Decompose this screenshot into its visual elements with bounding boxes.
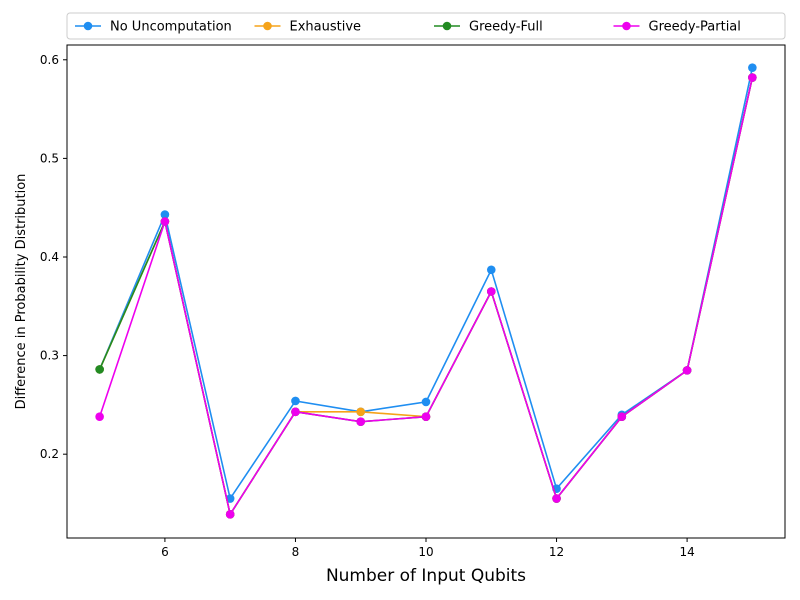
legend-item: Exhaustive [254, 20, 362, 35]
data-point [552, 494, 561, 503]
x-tick-label: 8 [292, 545, 300, 559]
data-point [95, 365, 104, 374]
legend-swatch-marker [83, 21, 93, 31]
series-no-uncomputation [95, 63, 757, 503]
legend-label: Greedy-Partial [649, 20, 741, 35]
series-line [98, 77, 754, 517]
data-point [682, 366, 692, 375]
legend-item: Greedy-Full [434, 20, 543, 35]
y-axis: 0.2 0.3 0.4 0.5 0.6 [40, 53, 67, 461]
data-point [421, 412, 431, 422]
data-point [486, 287, 496, 296]
x-axis-title: Number of Input Qubits [326, 566, 526, 586]
series-greedy-partial [95, 73, 757, 519]
data-point [291, 407, 300, 417]
data-point [486, 265, 496, 275]
x-tick-label: 12 [549, 545, 564, 559]
x-tick-label: 14 [679, 545, 694, 559]
data-point [95, 412, 104, 422]
data-point [421, 397, 431, 407]
series-exhaustive [95, 73, 757, 519]
legend: No Uncomputation Exhaustive Greedy-Full Gre… [66, 12, 786, 40]
data-point [748, 73, 757, 82]
legend-swatch-marker [622, 21, 631, 31]
data-point [748, 63, 757, 72]
x-tick-label: 6 [161, 545, 169, 559]
y-tick-label: 0.3 [40, 349, 59, 363]
series-layer [95, 63, 757, 519]
legend-label: No Uncomputation [110, 20, 232, 35]
y-tick-label: 0.6 [40, 53, 59, 67]
data-point [356, 417, 366, 426]
data-point [291, 396, 300, 406]
data-point [225, 494, 235, 503]
x-axis: 6 8 10 12 14 [161, 538, 695, 559]
legend-item: Greedy-Partial [613, 20, 741, 35]
legend-label: Exhaustive [290, 20, 362, 35]
series-line [98, 77, 754, 517]
y-tick-label: 0.4 [40, 250, 59, 264]
data-point [160, 210, 170, 219]
y-axis-title: Difference in Probability Distribution [14, 174, 29, 410]
series-greedy-full [95, 73, 757, 519]
data-point [617, 412, 627, 422]
legend-swatch-marker [263, 21, 272, 31]
legend-box [66, 12, 786, 40]
data-point [356, 407, 366, 417]
plot-frame [66, 44, 786, 539]
legend-label: Greedy-Full [469, 20, 543, 35]
data-point [160, 217, 170, 226]
legend-swatch-marker [442, 21, 452, 31]
x-tick-label: 10 [418, 545, 433, 559]
series-line [98, 67, 754, 501]
y-tick-label: 0.5 [40, 151, 59, 165]
y-tick-label: 0.2 [40, 447, 59, 461]
legend-item: No Uncomputation [75, 20, 232, 35]
series-line [98, 77, 754, 517]
data-point [225, 510, 235, 519]
